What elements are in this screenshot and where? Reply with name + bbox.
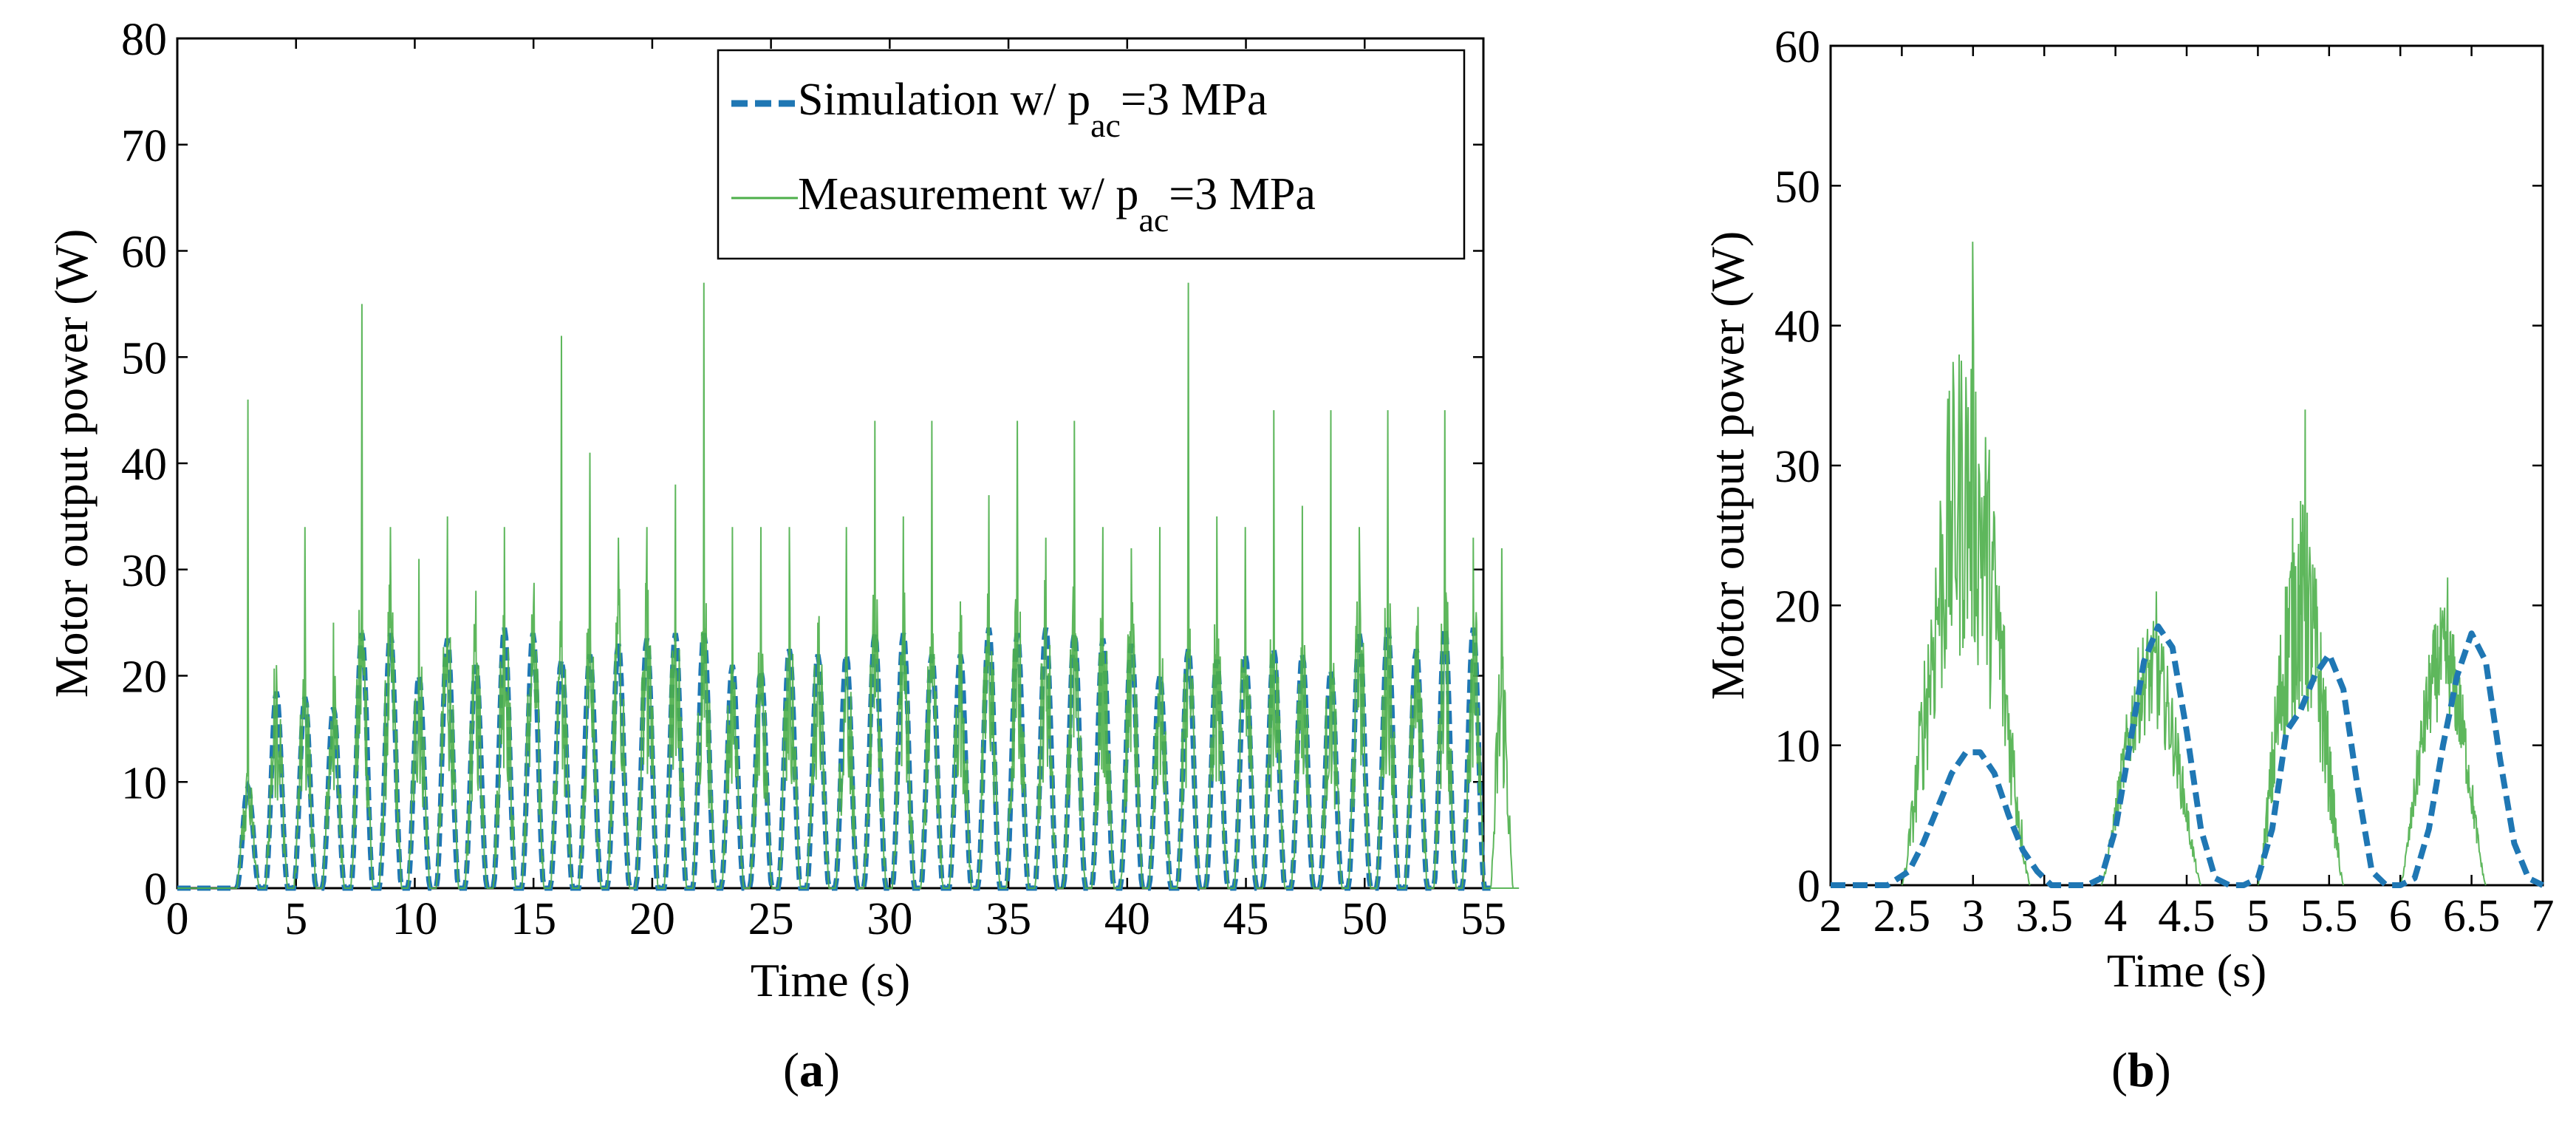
y-tick-label: 20 xyxy=(1774,582,1820,632)
b-panel-label: (b) xyxy=(2111,1043,2171,1097)
a-legend-meas-tail: =3 MPa xyxy=(1169,169,1316,219)
a-x-axis-label: Time (s) xyxy=(751,954,910,1006)
a-measurement-series xyxy=(177,282,1520,889)
y-tick-label: 0 xyxy=(144,865,167,915)
x-tick-label: 10 xyxy=(392,894,437,944)
b-simulation-series xyxy=(1831,623,2544,888)
x-tick-label: 5 xyxy=(2247,891,2269,941)
x-tick-label: 5.5 xyxy=(2300,891,2358,941)
x-tick-label: 6 xyxy=(2389,891,2412,941)
x-tick-label: 20 xyxy=(629,894,675,944)
a-panel-label: (a) xyxy=(783,1043,840,1097)
y-tick-label: 40 xyxy=(1774,302,1820,352)
a-legend-meas-main: Measurement w/ p xyxy=(798,169,1138,219)
x-tick-label: 6.5 xyxy=(2443,891,2501,941)
x-tick-label: 3.5 xyxy=(2015,891,2073,941)
plot-b-area xyxy=(1829,44,2544,887)
y-tick-label: 50 xyxy=(121,333,167,383)
x-tick-label: 30 xyxy=(867,894,912,944)
b-x-axis-label: Time (s) xyxy=(2107,944,2266,997)
x-tick-label: 4.5 xyxy=(2158,891,2215,941)
y-tick-label: 80 xyxy=(121,15,167,65)
b-measurement-segment xyxy=(2257,409,2345,886)
a-legend-sim-label: Simulation w/ pac=3 MPa xyxy=(798,75,1268,144)
b-measurement-segment xyxy=(1901,242,2031,886)
y-tick-label: 20 xyxy=(121,652,167,703)
x-tick-label: 2.5 xyxy=(1873,891,1931,941)
x-tick-label: 55 xyxy=(1460,894,1506,944)
a-axis-ticks xyxy=(176,37,1485,890)
a-panel-letter: a xyxy=(799,1043,824,1097)
x-tick-label: 5 xyxy=(284,894,307,944)
x-tick-label: 50 xyxy=(1342,894,1387,944)
a-legend-meas-label: Measurement w/ pac=3 MPa xyxy=(798,169,1316,239)
x-tick-label: 4 xyxy=(2104,891,2127,941)
a-measurement-line xyxy=(177,282,1520,889)
panel-a: 0 5 10 15 20 25 30 35 40 45 50 55 0 10 20 30 40 50 60 70 80… xyxy=(45,15,1520,1097)
b-y-axis-label: Motor output power (W) xyxy=(1701,231,1754,700)
a-x-tick-labels: 0 5 10 15 20 25 30 35 40 45 50 55 xyxy=(166,894,1507,944)
b-panel-letter: b xyxy=(2128,1043,2155,1097)
y-tick-label: 10 xyxy=(1774,722,1820,772)
b-simulation-line xyxy=(1831,623,2544,888)
b-x-tick-labels: 2 2.5 3 3.5 4 4.5 5 5.5 6 6.5 7 xyxy=(1820,891,2555,941)
b-measurement-series xyxy=(1901,242,2487,886)
x-tick-label: 2 xyxy=(1820,891,1842,941)
y-tick-label: 0 xyxy=(1797,862,1820,912)
x-tick-label: 45 xyxy=(1223,894,1269,944)
x-tick-label: 7 xyxy=(2532,891,2555,941)
x-tick-label: 3 xyxy=(1961,891,1984,941)
y-tick-label: 40 xyxy=(121,440,167,490)
y-tick-label: 60 xyxy=(1774,22,1820,72)
b-measurement-segment xyxy=(2399,577,2487,886)
a-legend: Simulation w/ pac=3 MPa Measurement w/ p… xyxy=(717,49,1466,260)
x-tick-label: 25 xyxy=(748,894,794,944)
b-y-tick-labels: 0 10 20 30 40 50 60 xyxy=(1774,22,1820,912)
y-tick-label: 50 xyxy=(1774,162,1820,212)
x-tick-label: 15 xyxy=(510,894,556,944)
x-tick-label: 40 xyxy=(1104,894,1150,944)
y-tick-label: 30 xyxy=(121,546,167,596)
panel-b: 2 2.5 3 3.5 4 4.5 5 5.5 6 6.5 7 0 10 20 30 40 50 60 Time… xyxy=(1701,22,2555,1097)
a-legend-sim-tail: =3 MPa xyxy=(1121,75,1268,125)
x-tick-label: 35 xyxy=(985,894,1031,944)
a-legend-meas-sub: ac xyxy=(1138,201,1169,239)
y-tick-label: 60 xyxy=(121,228,167,278)
y-tick-label: 70 xyxy=(121,121,167,171)
y-tick-label: 30 xyxy=(1774,442,1820,492)
a-y-tick-labels: 0 10 20 30 40 50 60 70 80 xyxy=(121,15,167,915)
a-legend-sim-sub: ac xyxy=(1090,106,1121,144)
a-legend-sim-main: Simulation w/ p xyxy=(798,75,1090,125)
b-measurement-segment xyxy=(2100,591,2202,886)
a-legend-box xyxy=(717,49,1466,260)
a-y-axis-label: Motor output power (W) xyxy=(45,229,98,698)
y-tick-label: 10 xyxy=(121,758,167,808)
x-tick-label: 0 xyxy=(166,894,189,944)
